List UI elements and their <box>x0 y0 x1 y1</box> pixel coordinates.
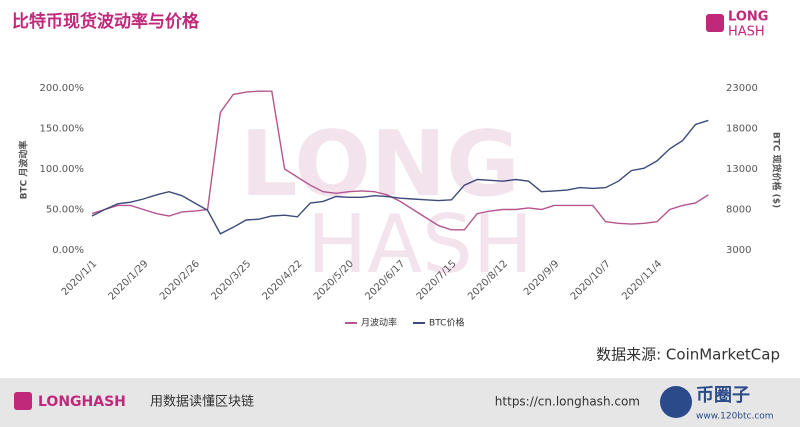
y2-tick-label: 23000 <box>726 83 758 94</box>
logo-icon <box>706 14 724 32</box>
source: 数据来源: CoinMarketCap <box>596 346 780 364</box>
y2-tick-label: 8000 <box>726 205 751 216</box>
legend-label: BTC价格 <box>429 317 464 329</box>
watermark-icon <box>660 386 692 418</box>
footer-url: https://cn.longhash.com <box>495 395 640 409</box>
y2-axis-title: BTC 现货价格 ($) <box>771 132 783 208</box>
y-tick-label: 0.00% <box>52 245 84 256</box>
y2-tick-label: 18000 <box>726 124 758 135</box>
logo-text: HASH <box>728 25 765 40</box>
footer-logo: LONGHASH <box>38 394 126 410</box>
logo-text: LONG <box>728 10 768 25</box>
watermark-bg: LONG <box>240 112 520 217</box>
y-axis-title: BTC 月波动率 <box>18 141 30 200</box>
line-series <box>91 119 709 235</box>
y-tick-label: 150.00% <box>40 124 85 135</box>
chart-title: 比特币现货波动率与价格 <box>12 11 200 32</box>
y2-tick-label: 13000 <box>726 164 758 175</box>
line-series <box>91 90 709 231</box>
watermark: 币圈子 <box>696 385 750 406</box>
y-tick-label: 100.00% <box>40 164 85 175</box>
footer-logo-icon <box>14 392 32 410</box>
footer-slogan: 用数据读懂区块链 <box>150 395 254 410</box>
y-tick-label: 200.00% <box>40 83 85 94</box>
y2-tick-label: 3000 <box>726 245 751 256</box>
legend-label: 月波动率 <box>361 317 397 329</box>
y-tick-label: 50.00% <box>46 205 84 216</box>
watermark-url: www.120btc.com <box>696 412 774 422</box>
